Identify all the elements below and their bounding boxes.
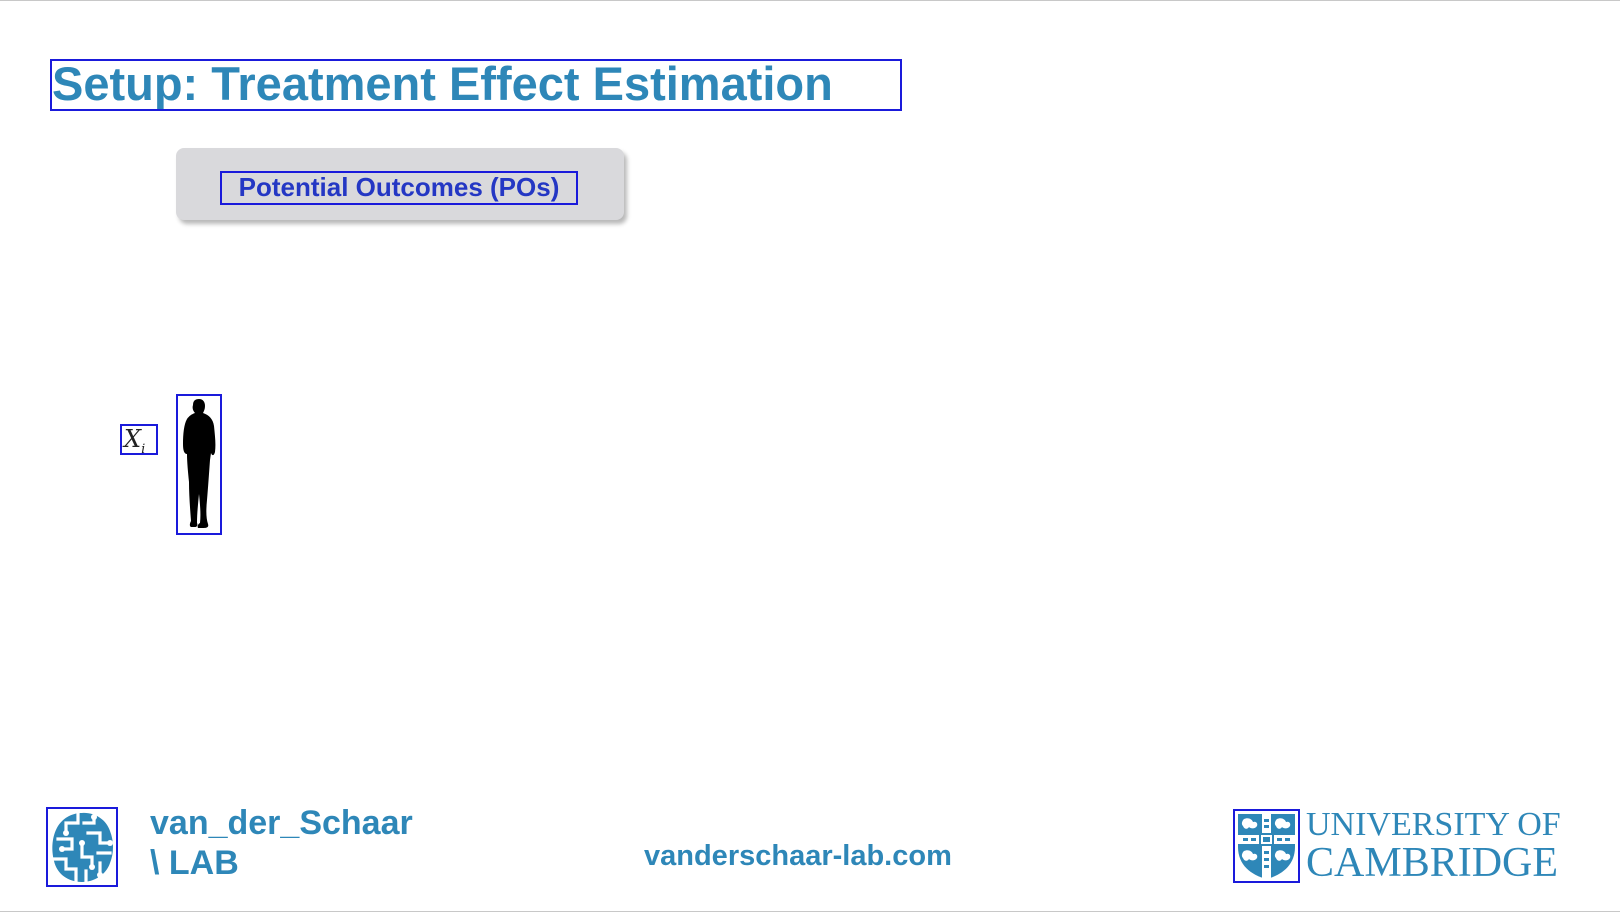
person-silhouette-icon <box>176 394 222 535</box>
university-name: UNIVERSITY OF CAMBRIDGE <box>1306 806 1561 886</box>
covariate-symbol: X <box>124 425 142 453</box>
website-link[interactable]: vanderschaar-lab.com <box>644 840 952 872</box>
covariate-label: Xi <box>120 424 158 455</box>
lab-name: van_der_Schaar \ LAB <box>150 803 413 883</box>
potential-outcomes-label: Potential Outcomes (POs) <box>220 171 578 205</box>
brain-logo-icon <box>46 807 118 887</box>
university-name-line2: CAMBRIDGE <box>1306 840 1559 886</box>
covariate-subscript: i <box>141 441 146 455</box>
lab-name-line2: \ LAB <box>150 844 239 882</box>
cambridge-crest-icon <box>1233 809 1300 883</box>
university-name-line1: UNIVERSITY OF <box>1306 806 1561 843</box>
slide-title: Setup: Treatment Effect Estimation <box>50 59 902 111</box>
potential-outcomes-box <box>176 148 624 220</box>
lab-name-line1: van_der_Schaar <box>150 804 413 842</box>
